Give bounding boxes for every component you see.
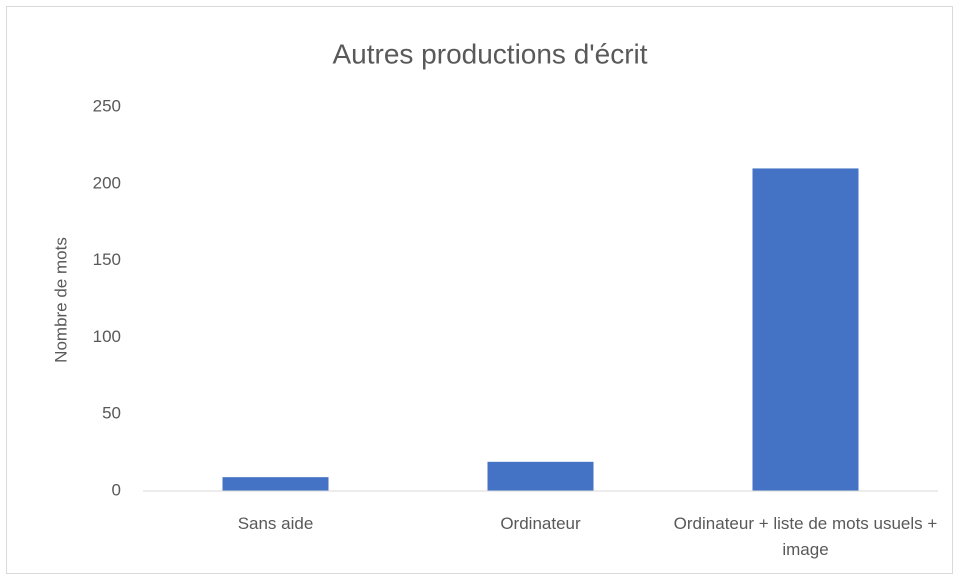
y-tick-label: 0: [112, 480, 121, 499]
y-tick-label: 150: [93, 250, 121, 269]
y-tick-label: 250: [93, 96, 121, 115]
y-tick-label: 200: [93, 173, 121, 192]
x-tick-label: Ordinateur: [500, 514, 581, 533]
bar: [752, 168, 859, 491]
chart-title: Autres productions d'écrit: [332, 38, 647, 69]
y-tick-label: 100: [93, 327, 121, 346]
y-tick-label: 50: [102, 404, 121, 423]
bar: [487, 461, 594, 491]
y-axis-label: Nombre de mots: [51, 237, 70, 363]
x-tick-label: Sans aide: [237, 514, 314, 533]
x-tick-label: Ordinateur + liste de mots usuels + imag…: [673, 514, 938, 559]
bar: [222, 477, 329, 491]
